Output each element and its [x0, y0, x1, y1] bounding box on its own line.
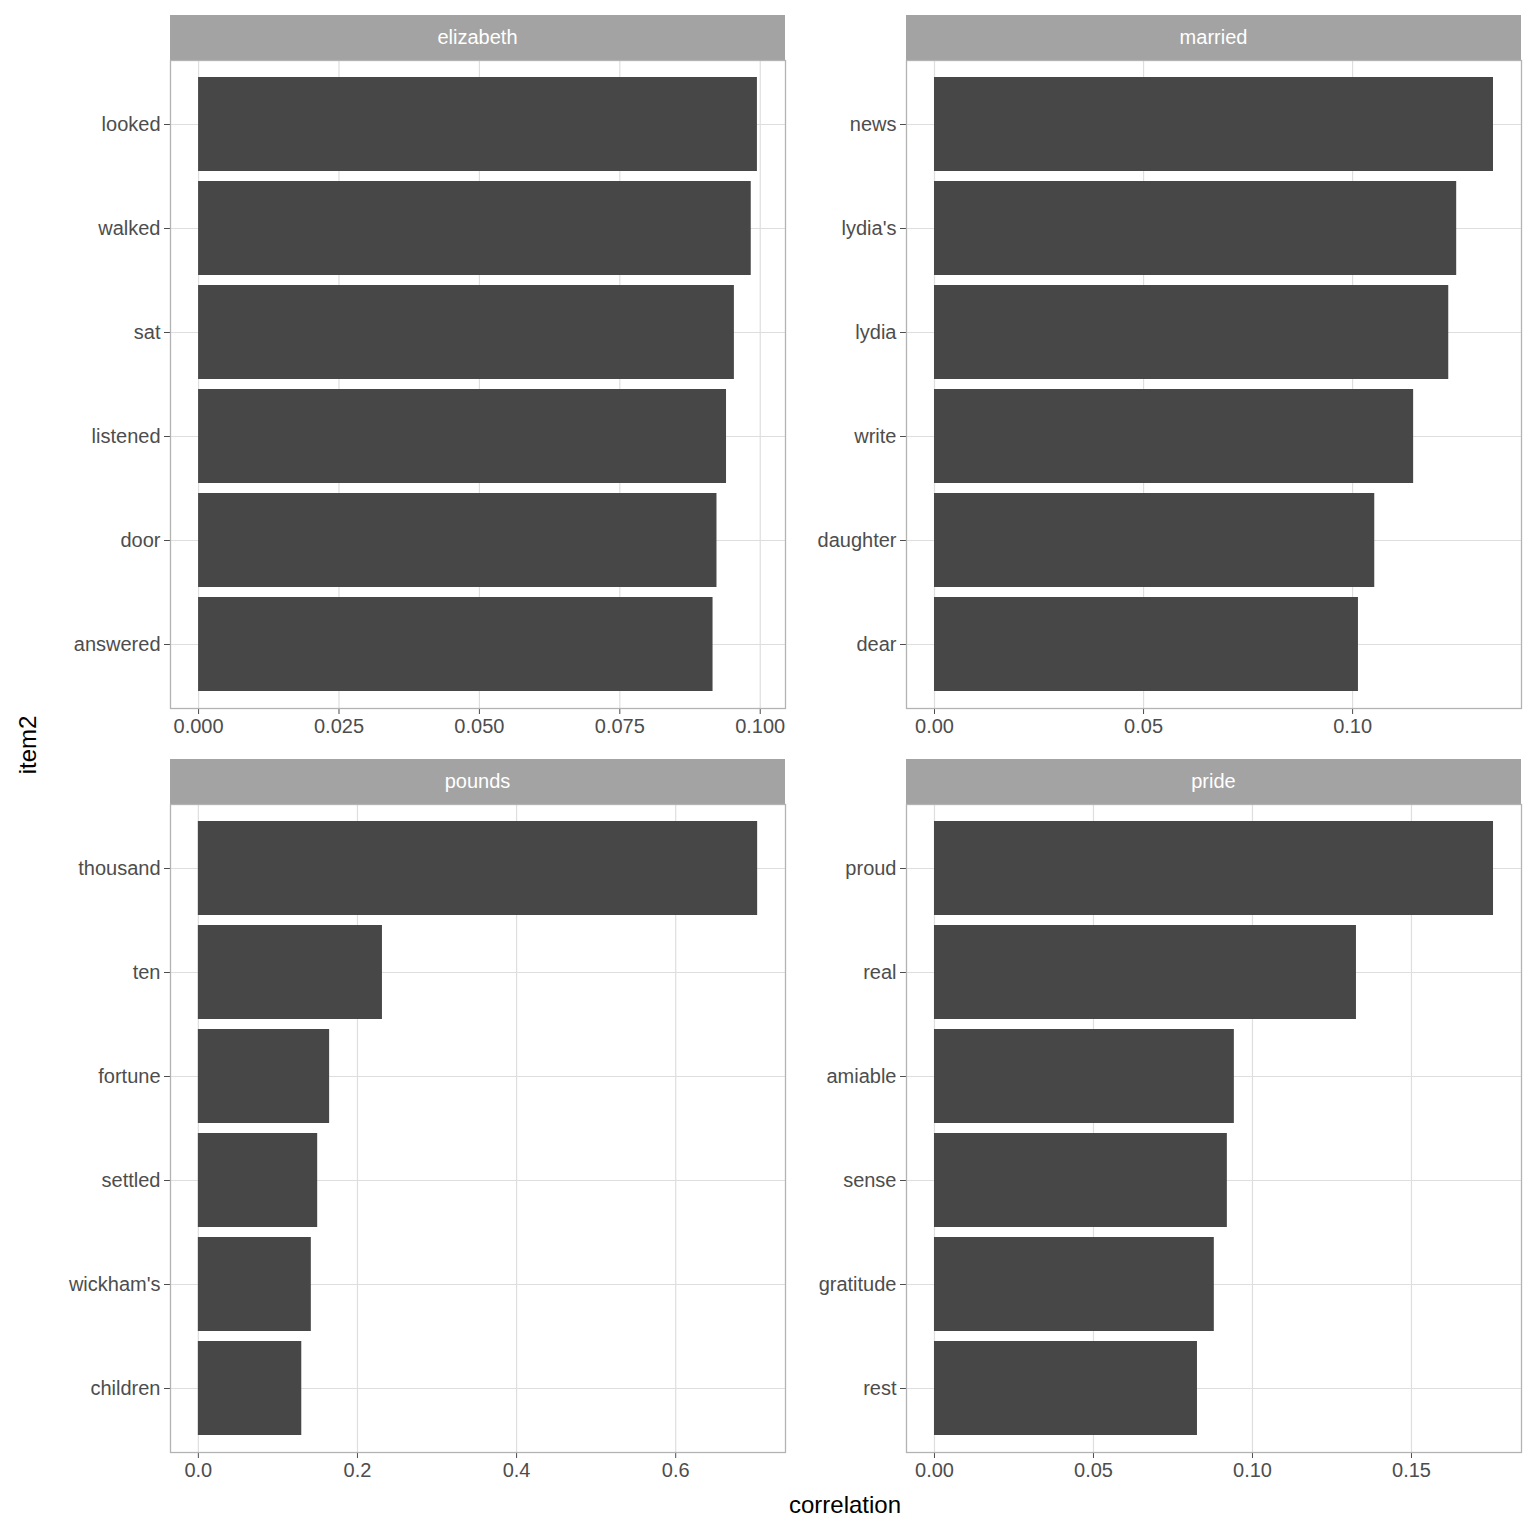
svg-text:0.00: 0.00: [915, 1459, 954, 1481]
svg-text:0.6: 0.6: [662, 1459, 690, 1481]
svg-text:walked: walked: [97, 217, 160, 239]
html-text:pounds: pounds: [444, 770, 511, 792]
svg-text:daughter: daughter: [818, 529, 897, 551]
svg-text:lydia: lydia: [855, 321, 897, 343]
svg-text:amiable: amiable: [826, 1065, 896, 1087]
svg-text:0.4: 0.4: [503, 1459, 531, 1481]
svg-text:0.05: 0.05: [1124, 715, 1163, 737]
svg-text:0.10: 0.10: [1233, 1459, 1272, 1481]
svg-text:0.10: 0.10: [1333, 715, 1372, 737]
svg-text:ten: ten: [133, 961, 161, 983]
svg-text:news: news: [850, 113, 897, 135]
svg-text:real: real: [863, 961, 896, 983]
html-text:pride: pride: [1191, 770, 1236, 792]
svg-text:fortune: fortune: [98, 1065, 160, 1087]
svg-text:0.00: 0.00: [915, 715, 954, 737]
svg-text:children: children: [90, 1377, 160, 1399]
svg-text:0.100: 0.100: [735, 715, 785, 737]
svg-text:0.2: 0.2: [344, 1459, 372, 1481]
svg-text:door: door: [120, 529, 160, 551]
html-text:item2: item2: [14, 715, 41, 775]
svg-text:rest: rest: [863, 1377, 897, 1399]
svg-text:settled: settled: [102, 1169, 161, 1191]
svg-text:0.050: 0.050: [454, 715, 504, 737]
svg-text:sat: sat: [134, 321, 161, 343]
html-text:elizabeth: elizabeth: [437, 26, 518, 48]
html-text:correlation: correlation: [789, 1491, 901, 1518]
svg-text:0.0: 0.0: [184, 1459, 212, 1481]
svg-text:listened: listened: [92, 425, 161, 447]
svg-text:lydia's: lydia's: [842, 217, 897, 239]
svg-text:write: write: [853, 425, 896, 447]
svg-text:answered: answered: [74, 633, 161, 655]
svg-text:sense: sense: [843, 1169, 896, 1191]
svg-text:thousand: thousand: [78, 857, 160, 879]
html-text:married: married: [1179, 26, 1248, 48]
svg-text:0.075: 0.075: [595, 715, 645, 737]
svg-text:0.000: 0.000: [174, 715, 224, 737]
svg-text:gratitude: gratitude: [819, 1273, 897, 1295]
svg-text:0.15: 0.15: [1392, 1459, 1431, 1481]
svg-text:proud: proud: [845, 857, 896, 879]
svg-text:0.025: 0.025: [314, 715, 364, 737]
svg-text:0.05: 0.05: [1074, 1459, 1113, 1481]
svg-text:dear: dear: [856, 633, 896, 655]
svg-text:wickham's: wickham's: [68, 1273, 161, 1295]
svg-text:looked: looked: [102, 113, 161, 135]
